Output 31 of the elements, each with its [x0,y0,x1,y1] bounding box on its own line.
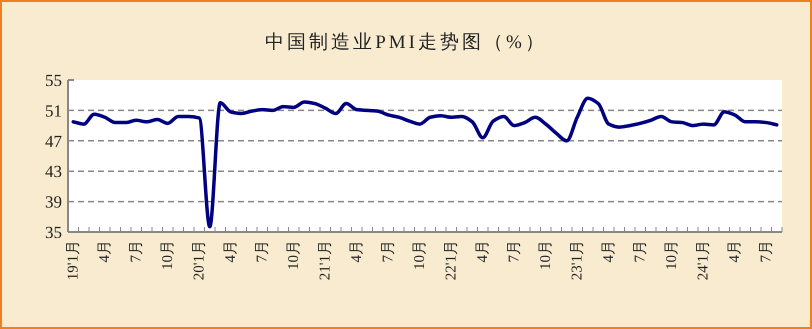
x-tick-label: 4月 [600,240,617,262]
x-tick-label: 4月 [222,240,239,262]
x-tick-label: 4月 [726,240,743,262]
x-tick-label: 10月 [538,240,554,270]
x-tick-label: 7月 [254,240,270,262]
x-tick-label: 22'1月 [443,240,460,280]
y-tick-label: 55 [45,71,62,90]
x-tick-label: 10月 [286,240,302,270]
x-tick-label: 7月 [380,240,396,262]
x-tick-label: 20'1月 [191,240,208,280]
x-tick-label: 10月 [664,240,680,270]
x-tick-label: 7月 [506,240,522,262]
x-tick-label: 4月 [348,240,365,262]
y-tick-label: 43 [45,162,62,182]
y-tick-label: 51 [45,101,62,120]
y-tick-label: 35 [45,223,62,242]
chart-title: 中国制造业PMI走势图（%） [265,32,547,53]
x-tick-label: 10月 [412,240,428,270]
x-tick-label: 19'1月 [65,240,82,280]
x-tick-label: 10月 [160,240,176,270]
x-tick-label: 7月 [128,240,144,262]
x-tick-label: 24'1月 [695,240,712,280]
x-tick-label: 7月 [758,240,774,262]
x-tick-label: 4月 [96,240,113,262]
y-tick-label: 47 [45,132,62,151]
x-tick-label: 4月 [474,240,491,262]
y-tick-label: 39 [45,192,62,212]
x-tick-label: 7月 [632,240,648,262]
x-tick-label: 21'1月 [317,240,334,280]
x-tick-label: 23'1月 [569,240,586,280]
line-series [72,96,778,228]
